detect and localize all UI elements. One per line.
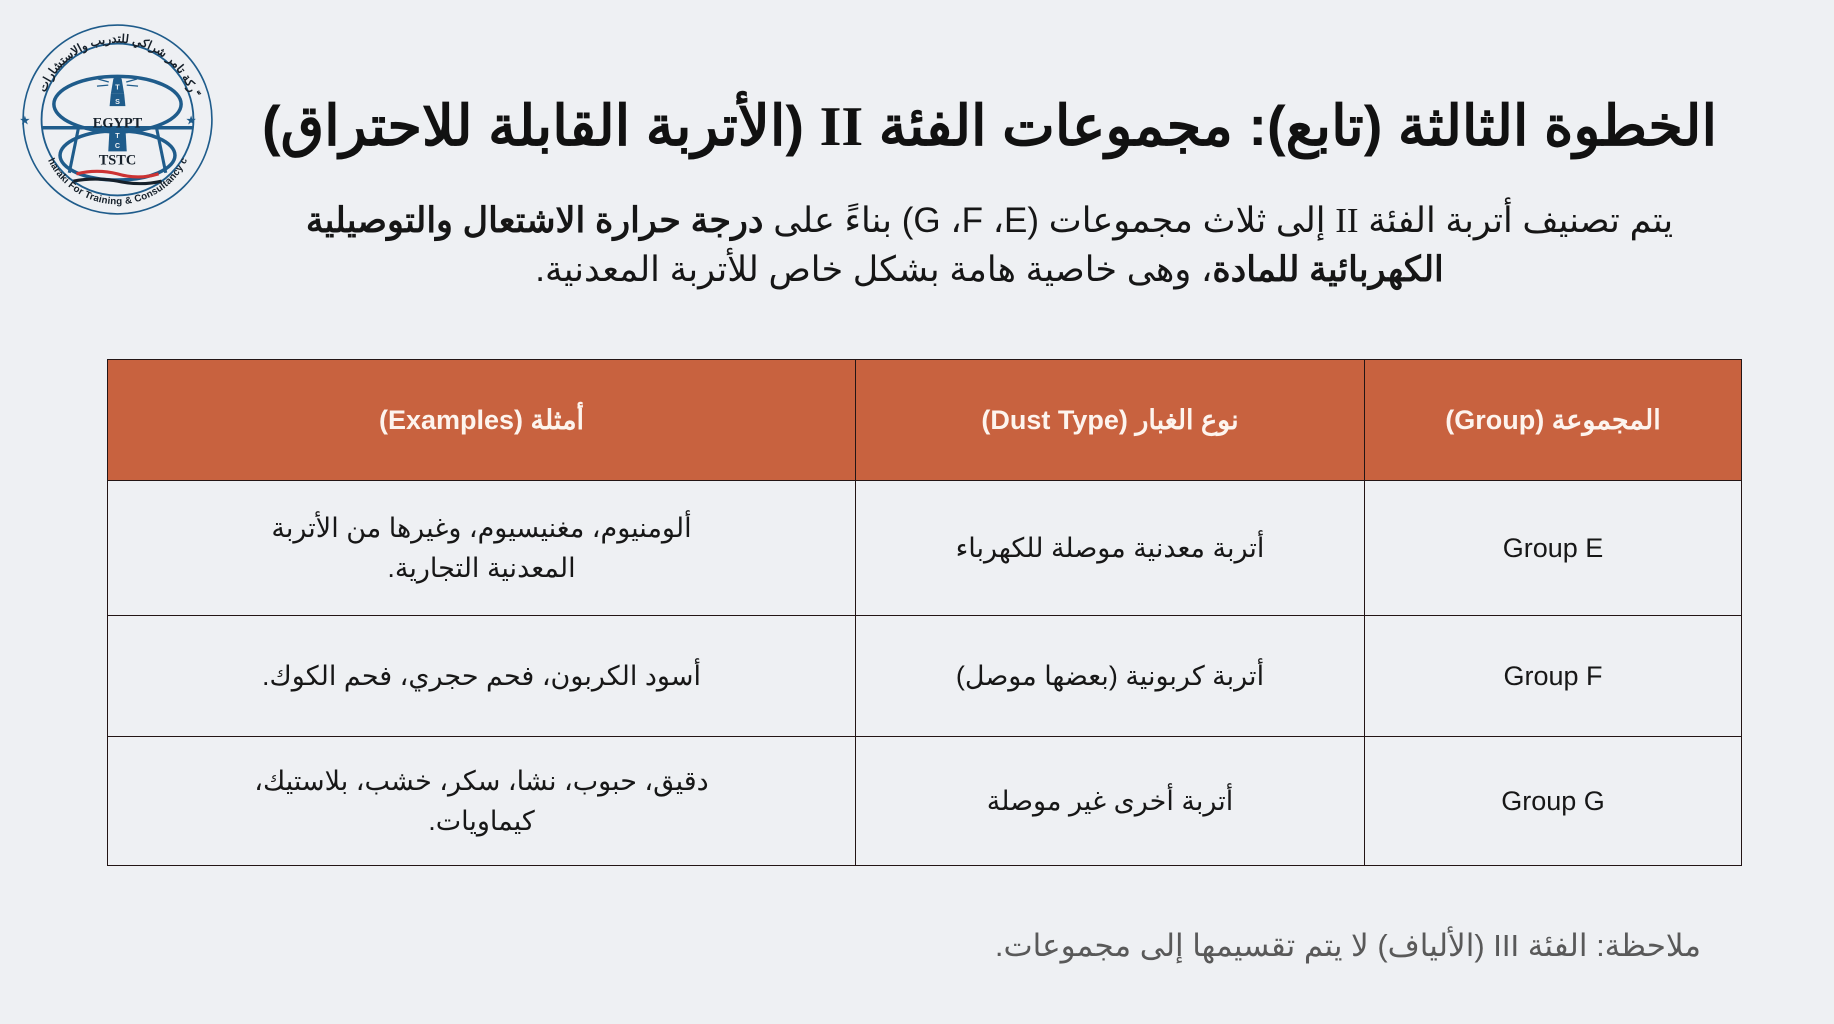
svg-text:TSTC: TSTC <box>99 153 137 169</box>
svg-text:★: ★ <box>20 114 30 128</box>
svg-text:C: C <box>115 142 120 150</box>
svg-text:★: ★ <box>185 114 196 128</box>
svg-text:T: T <box>115 84 120 92</box>
svg-text:S: S <box>115 98 120 106</box>
svg-text:T: T <box>115 132 120 140</box>
